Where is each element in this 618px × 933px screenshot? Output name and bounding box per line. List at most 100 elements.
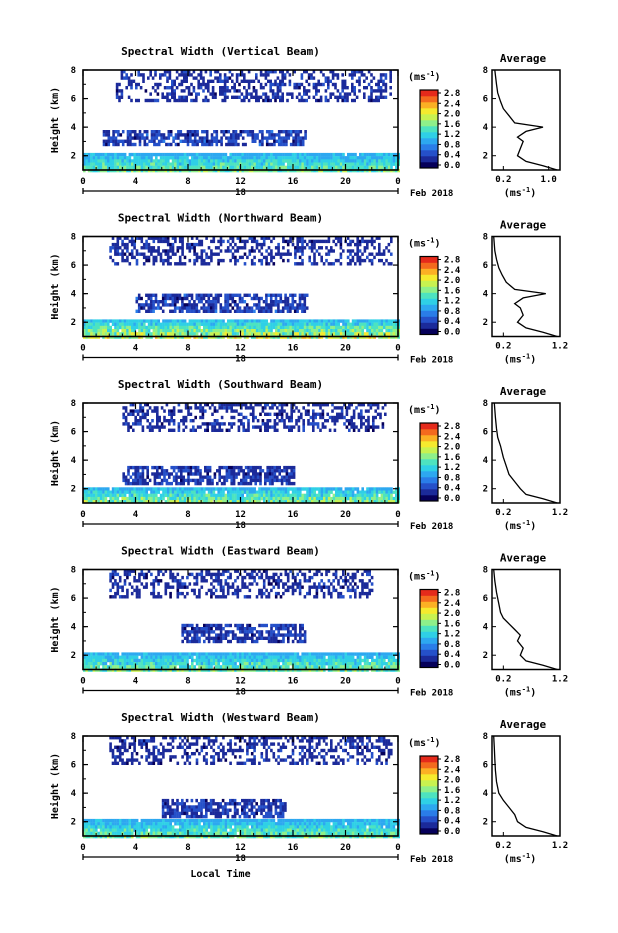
heatmap-cell <box>221 80 224 83</box>
heatmap-cell <box>272 294 275 297</box>
heatmap-cell <box>203 310 206 313</box>
x-tick-label: 20 <box>340 344 351 354</box>
heatmap-cell <box>281 92 284 95</box>
heatmap-cell <box>173 409 176 412</box>
heatmap-cell <box>250 80 253 83</box>
heatmap-cell <box>247 466 250 469</box>
heatmap-cell <box>330 319 333 322</box>
heatmap-cell <box>335 159 338 162</box>
heatmap-cell <box>150 297 153 300</box>
heatmap-cell <box>247 469 250 472</box>
heatmap-cell <box>256 133 259 136</box>
heatmap-cell <box>353 99 356 102</box>
heatmap-cell <box>359 256 362 259</box>
heatmap-cell <box>196 166 199 169</box>
heatmap-cell <box>174 497 177 500</box>
heatmap-cell <box>388 243 391 246</box>
heatmap-cell <box>290 472 293 475</box>
heatmap-cell <box>205 99 208 102</box>
heatmap-cell <box>301 329 304 332</box>
heatmap-cell <box>274 425 277 428</box>
heatmap-cell <box>109 249 112 252</box>
heatmap-cell <box>223 406 226 409</box>
colorbar-swatch <box>420 275 438 281</box>
heatmap-cell <box>318 159 321 162</box>
heatmap-cell <box>353 92 356 95</box>
heatmap-cell <box>269 80 272 83</box>
heatmap-cell <box>214 409 217 412</box>
heatmap-cell <box>371 323 374 326</box>
heatmap-cell <box>293 476 296 479</box>
heatmap-cell <box>264 482 267 485</box>
heatmap-cell <box>271 466 274 469</box>
heatmap-cell <box>261 497 264 500</box>
heatmap-cell <box>352 156 355 159</box>
heatmap-cell <box>361 332 364 335</box>
heatmap-cell <box>150 163 153 166</box>
heatmap-cell <box>167 652 170 655</box>
heatmap-cell <box>295 140 298 143</box>
heatmap-cell <box>193 652 196 655</box>
heatmap-cell <box>285 497 288 500</box>
heatmap-cell <box>239 487 242 490</box>
heatmap-cell <box>366 166 369 169</box>
heatmap-cell <box>263 166 266 169</box>
heatmap-cell <box>261 329 264 332</box>
heatmap-cell <box>359 153 362 156</box>
heatmap-cell <box>182 429 185 432</box>
heatmap-cell <box>337 96 340 99</box>
heatmap-cell <box>90 332 93 335</box>
heatmap-cell <box>281 99 284 102</box>
heatmap-cell <box>119 253 122 256</box>
heatmap-cell <box>160 494 163 497</box>
heatmap-cell <box>109 332 112 335</box>
heatmap-cell <box>237 143 240 146</box>
heatmap-cell <box>184 303 187 306</box>
heatmap-cell <box>131 326 134 329</box>
heatmap-cell <box>208 332 211 335</box>
heatmap-cell <box>272 92 275 95</box>
heatmap-cell <box>153 130 156 133</box>
heatmap-cell <box>240 422 243 425</box>
heatmap-cell <box>208 140 211 143</box>
heatmap-cell <box>144 130 147 133</box>
heatmap-cell <box>342 491 345 494</box>
heatmap-cell <box>218 466 221 469</box>
heatmap-cell <box>268 497 271 500</box>
heatmap-cell <box>148 652 151 655</box>
heatmap-cell <box>244 294 247 297</box>
heatmap-cell <box>301 294 304 297</box>
heatmap-cell <box>109 166 112 169</box>
heatmap-cell <box>278 479 281 482</box>
heatmap-cell <box>180 466 183 469</box>
heatmap-cell <box>110 140 113 143</box>
heatmap-cell <box>190 419 193 422</box>
heatmap-cell <box>179 166 182 169</box>
heatmap-cell <box>189 130 192 133</box>
heatmap-cell <box>233 422 236 425</box>
heatmap-cell <box>139 466 142 469</box>
heatmap-cell <box>370 406 373 409</box>
heatmap-cell <box>139 406 142 409</box>
heatmap-cell <box>109 319 112 322</box>
heatmap-cell <box>149 425 152 428</box>
heatmap-cell <box>197 466 200 469</box>
heatmap-cell <box>299 156 302 159</box>
heatmap-cell <box>333 332 336 335</box>
heatmap-cell <box>137 476 140 479</box>
heatmap-cell <box>245 466 248 469</box>
heatmap-cell <box>154 99 157 102</box>
heatmap-cell <box>243 86 246 89</box>
heatmap-cell <box>184 306 187 309</box>
heatmap-cell <box>171 92 174 95</box>
heatmap-cell <box>225 136 228 139</box>
heatmap-cell <box>277 249 280 252</box>
y-tick-label: 8 <box>71 399 76 409</box>
heatmap-cell <box>169 494 172 497</box>
heatmap-cell <box>334 96 337 99</box>
colorbar-tick-label: 0.8 <box>444 140 460 150</box>
heatmap-cell <box>345 326 348 329</box>
heatmap-cell <box>181 96 184 99</box>
heatmap-cell <box>138 297 141 300</box>
heatmap-cell <box>247 419 250 422</box>
